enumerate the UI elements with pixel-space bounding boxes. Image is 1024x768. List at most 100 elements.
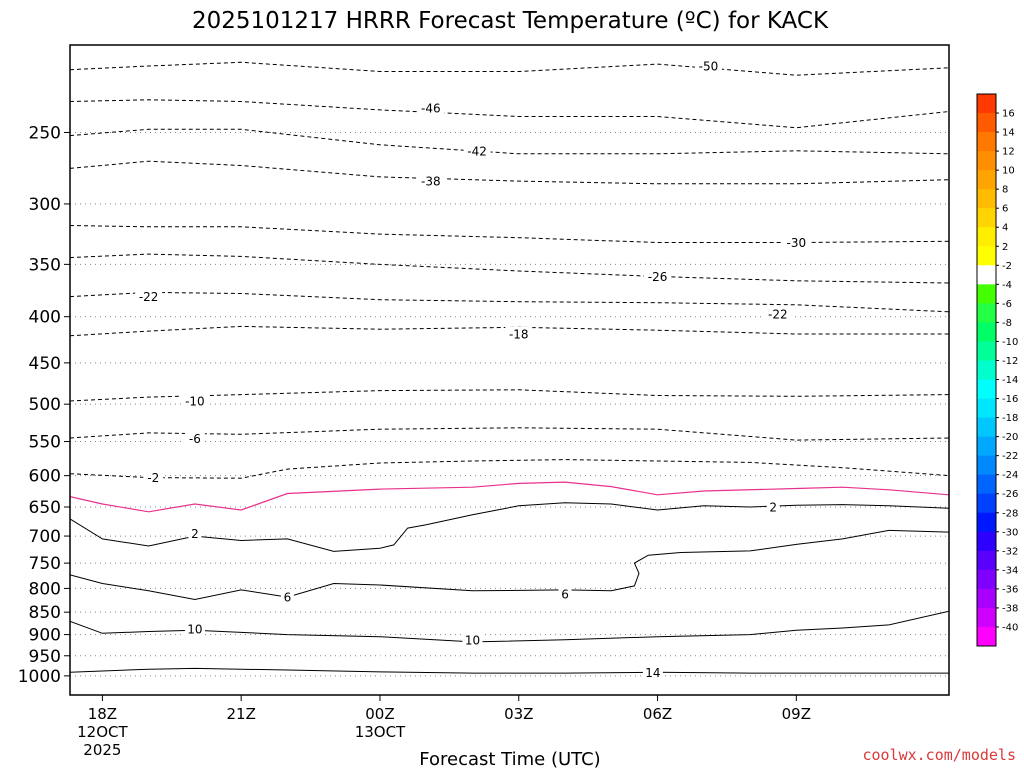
contour-line [70, 529, 949, 601]
y-tick-label: 400 [29, 308, 61, 328]
contour-labels: 14 10 10 6 6 2 2 -2 -6 -10 -18 -22 -22 -26 -30 -38 -42 -4… [135, 58, 810, 680]
contour-label: -22 [768, 307, 788, 321]
contour-line [70, 99, 949, 129]
colorbar-swatch [977, 170, 996, 190]
contour-label: 2 [769, 501, 777, 515]
colorbar-swatch [977, 455, 996, 476]
colorbar-label: 14 [1002, 128, 1015, 139]
colorbar-label: -36 [1002, 584, 1018, 595]
colorbar-label: -40 [1002, 622, 1018, 633]
colorbar-label: -22 [1002, 451, 1018, 462]
x-tick-label: 09Z [782, 705, 811, 723]
contour-line [70, 160, 949, 185]
contour-label-bg [644, 269, 672, 284]
y-tick-label: 750 [29, 554, 61, 574]
colorbar-swatch [977, 436, 996, 457]
contour-label-bg [642, 665, 663, 680]
contour-label: -46 [421, 102, 441, 116]
contour-line [70, 427, 949, 441]
colorbar-swatch [977, 531, 996, 552]
x-tick-date: 12OCT [77, 723, 128, 741]
contour-label: 6 [284, 591, 292, 605]
colorbar-label: 12 [1002, 147, 1015, 158]
colorbar-swatch [977, 607, 996, 628]
x-tick-label: 18Z [88, 705, 117, 723]
colorbar-swatch [977, 284, 996, 304]
x-axis-label: Forecast Time (UTC) [419, 749, 600, 768]
contour-label-bg [143, 470, 164, 485]
contour-label: -38 [421, 175, 441, 189]
contour-label-bg [184, 621, 205, 636]
colorbar-label: -6 [1002, 299, 1012, 310]
credit-link[interactable]: coolwx.com/models [862, 746, 1016, 764]
colorbar-label: -8 [1002, 318, 1012, 329]
colorbar-swatch [977, 322, 996, 342]
colorbar-label: -20 [1002, 432, 1018, 443]
contour-label-bg [558, 586, 572, 601]
contour-line [70, 291, 949, 313]
contour-line [70, 389, 949, 402]
y-tick-label: 350 [29, 255, 61, 275]
colorbar-swatch [977, 588, 996, 609]
contour-line [70, 61, 949, 76]
colorbar-swatch [977, 208, 996, 228]
contour-label-bg [181, 394, 209, 409]
colorbar-label: 8 [1002, 185, 1008, 196]
contour-label: -22 [139, 290, 159, 304]
contour-label: 14 [645, 666, 660, 680]
colorbar-label: -14 [1002, 375, 1018, 386]
colorbar-swatch [977, 341, 996, 361]
y-tick-label: 550 [29, 433, 61, 453]
colorbar-label: -30 [1002, 527, 1018, 538]
colorbar-swatch [977, 94, 996, 114]
contour-label-bg [135, 289, 163, 304]
colorbar-label: 2 [1002, 242, 1008, 253]
colorbar-label: -24 [1002, 470, 1018, 481]
colorbar: 16 14 12 10 8 6 4 2 -2 -4 -6 -8 -10 -12 -14 -16 -18 -20 -2… [976, 93, 1018, 647]
contour-label-bg [280, 590, 294, 605]
colorbar-swatch [977, 512, 996, 533]
colorbar-label: 16 [1002, 109, 1015, 120]
contour-label-bg [764, 306, 792, 321]
contour-line [70, 667, 949, 674]
colorbar-frame [976, 93, 997, 647]
contour-label: -26 [648, 270, 668, 284]
contour-label-bg [463, 143, 491, 158]
y-tick-label: 500 [29, 395, 61, 415]
contour-label: -30 [787, 236, 807, 250]
x-tick-date: 13OCT [355, 723, 406, 741]
contour-line [70, 502, 949, 552]
contour-label: -10 [185, 395, 205, 409]
x-tick-label: 21Z [226, 705, 255, 723]
contour-label: 10 [465, 634, 480, 648]
contour-label: 2 [191, 527, 199, 541]
colorbar-swatch [977, 227, 996, 247]
plot-area: 14 10 10 6 6 2 2 -2 -6 -10 -18 -22 -22 -26 -30 -38 -42 -4… [70, 45, 949, 695]
colorbar-swatch [977, 550, 996, 571]
y-tick-label: 700 [29, 527, 61, 547]
contour-label-bg [188, 526, 202, 541]
colorbar-label: -18 [1002, 413, 1018, 424]
colorbar-label: -38 [1002, 603, 1018, 614]
y-axis-ticks: 250 300 350 400 450 500 550 600 650 700 750 800 850 9… [18, 123, 70, 687]
contour-label-bg [417, 174, 445, 189]
y-tick-label: 450 [29, 354, 61, 374]
contour-line [70, 128, 949, 155]
chart-title: 2025101217 HRRR Forecast Temperature (ºC… [192, 8, 829, 34]
y-tick-label: 650 [29, 498, 61, 518]
colorbar-label: -2 [1002, 261, 1012, 272]
contour-label: -42 [467, 144, 487, 158]
colorbar-label: 6 [1002, 204, 1008, 215]
contour-label-bg [505, 326, 533, 341]
x-tick-label: 00Z [365, 705, 394, 723]
colorbar-swatch [977, 265, 996, 285]
colorbar-swatch [977, 360, 996, 381]
y-tick-label: 250 [29, 123, 61, 143]
contour-label: -2 [147, 471, 159, 485]
x-tick-year: 2025 [83, 741, 121, 759]
contour-label-bg [782, 235, 810, 250]
contour-line [70, 225, 949, 243]
contour-label-bg [462, 633, 483, 648]
contour-line [70, 481, 949, 513]
